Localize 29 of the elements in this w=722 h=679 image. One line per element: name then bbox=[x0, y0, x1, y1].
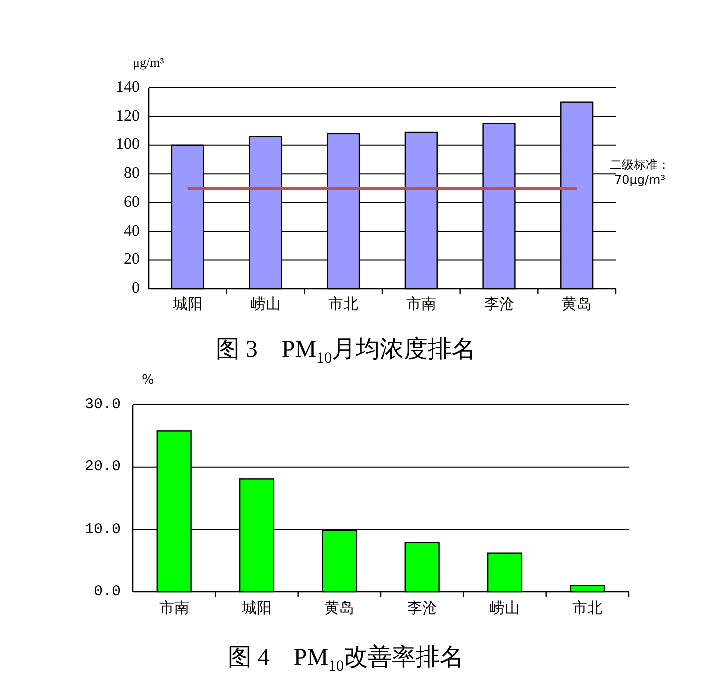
x-tick-label: 李沧 bbox=[484, 295, 514, 314]
x-tick-label: 市北 bbox=[328, 295, 359, 314]
y-tick-label: 20.0 bbox=[84, 458, 121, 476]
y-tick-label: 140 bbox=[115, 79, 140, 97]
y-tick-label: 10.0 bbox=[84, 521, 121, 538]
y-tick-label: 40 bbox=[123, 222, 140, 241]
x-tick-label: 崂山 bbox=[250, 295, 281, 314]
x-tick-label: 市南 bbox=[406, 295, 436, 314]
y-tick-label: 80 bbox=[123, 165, 140, 184]
x-tick-label: 黄岛 bbox=[324, 599, 355, 618]
y-tick-label: 100 bbox=[115, 136, 140, 154]
y-tick-label: 60 bbox=[123, 194, 140, 212]
y-tick-label: 0.0 bbox=[92, 584, 121, 600]
x-tick-label: 李沧 bbox=[407, 599, 438, 618]
ref-line-label: 二级标准：70μg/m³ bbox=[609, 158, 671, 188]
x-tick-label: 市南 bbox=[159, 599, 190, 618]
y-tick-label: 20 bbox=[123, 251, 140, 270]
x-tick-label: 崂山 bbox=[490, 599, 520, 618]
x-tick-label: 黄岛 bbox=[562, 295, 592, 314]
y-tick-label: 120 bbox=[115, 108, 140, 126]
y-axis-title: μg/m³ bbox=[133, 55, 164, 71]
text: 图 4 PM$_{10}$改善率排名 bbox=[228, 644, 464, 676]
y-axis-title: % bbox=[142, 373, 154, 388]
x-tick-label: 市北 bbox=[572, 599, 603, 618]
y-tick-label: 0 bbox=[131, 280, 140, 298]
y-tick-label: 30.0 bbox=[84, 396, 121, 414]
text: 图 3 PM$_{10}$月均浓度排名 bbox=[216, 336, 476, 368]
x-tick-label: 城阳 bbox=[172, 295, 203, 314]
x-tick-label: 城阳 bbox=[242, 599, 272, 618]
